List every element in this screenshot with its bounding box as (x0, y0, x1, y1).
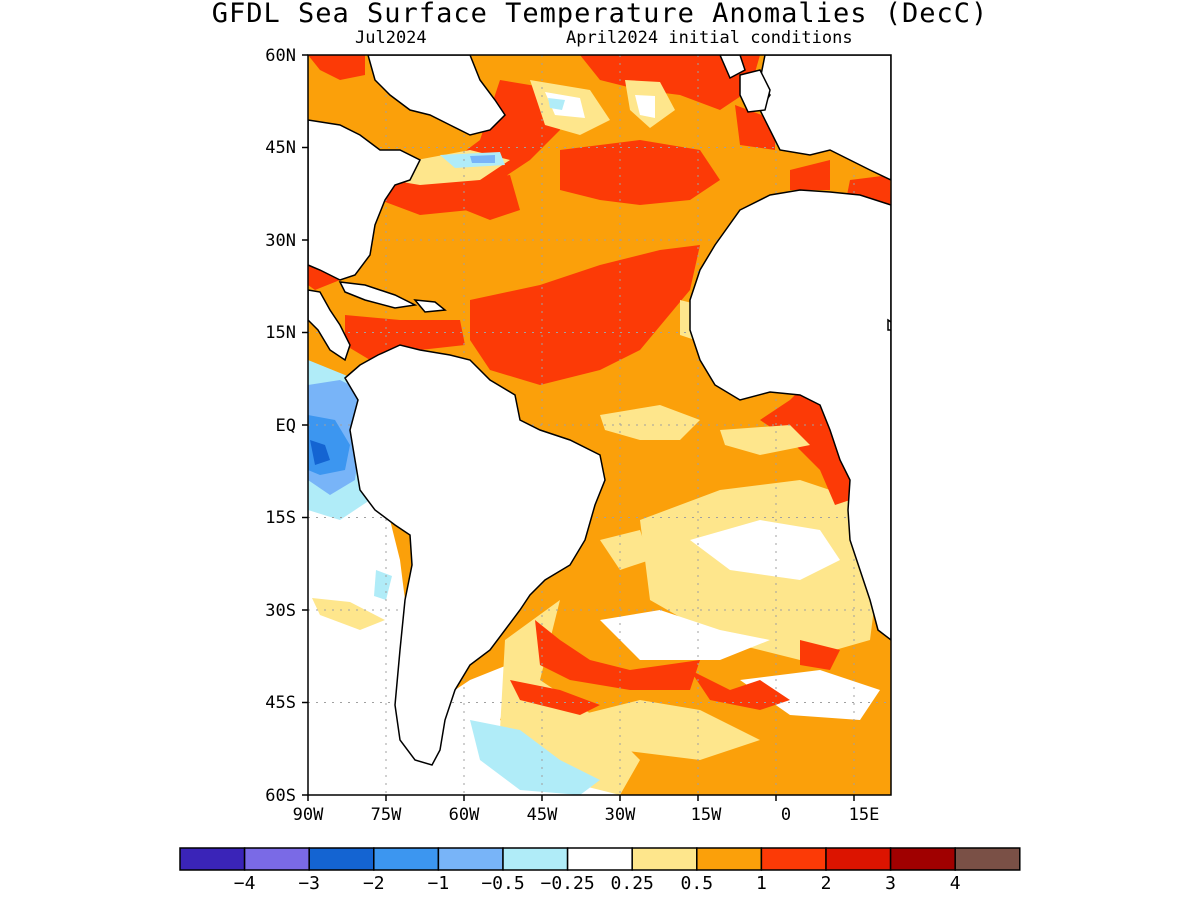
southern-cool-band (470, 720, 600, 795)
latitude-labels: 60N 45N 30N 15N EQ 15S 30S 45S 60S (265, 46, 296, 806)
lat-label: 30N (265, 231, 296, 251)
south-pacific-pale (312, 598, 385, 630)
colorbar-label: −4 (234, 873, 256, 894)
colorbar-label: 3 (885, 873, 896, 894)
hispaniola (413, 299, 447, 313)
lat-label: 60S (265, 786, 296, 806)
south-america (344, 344, 606, 766)
warm-streak-3 (690, 670, 790, 710)
colorbar-label: 0.5 (681, 873, 714, 894)
labrador-warm (308, 55, 365, 80)
north-america (308, 119, 422, 281)
labrador (367, 55, 506, 136)
lon-label: 30W (605, 805, 636, 825)
warm-streak-2 (510, 680, 600, 715)
colorbar-label: 4 (950, 873, 961, 894)
map-title: GFDL Sea Surface Temperature Anomalies (… (211, 0, 989, 29)
lon-label: 45W (527, 805, 558, 825)
lat-label: 30S (265, 601, 296, 621)
africa (689, 189, 891, 641)
colorbar: −4 −3 −2 −1 −0.5 −0.25 0.25 0.5 1 2 3 4 (179, 847, 1021, 894)
colorbar-label: −3 (298, 873, 320, 894)
lon-label: 15E (849, 805, 880, 825)
south-atlantic-neutral-2 (600, 610, 770, 660)
cuba (338, 281, 418, 309)
south-atlantic-neutral-3 (740, 670, 880, 720)
colorbar-label: −2 (363, 873, 385, 894)
lat-label: 45S (265, 693, 296, 713)
med-warm-1 (790, 160, 830, 190)
greenland-warm (580, 55, 760, 110)
lat-label: EQ (276, 416, 296, 436)
warm-streak-4 (800, 640, 840, 670)
colorbar-swatch (373, 847, 440, 871)
colorbar-swatch (954, 847, 1021, 871)
equatorial-pale (600, 405, 700, 440)
greenland-tip (719, 55, 746, 80)
colorbar-swatch (308, 847, 375, 871)
southwest-atlantic-neutral (430, 660, 620, 795)
initial-conditions-label: April2024 initial conditions (566, 28, 853, 48)
lon-label: 60W (449, 805, 480, 825)
colorbar-swatch (825, 847, 892, 871)
colorbar-label: −1 (428, 873, 450, 894)
east-pacific-cool-core (310, 440, 330, 465)
lat-label: 15N (265, 323, 296, 343)
colorbar-label: 0.25 (611, 873, 654, 894)
colorbar-swatch (889, 847, 956, 871)
colorbar-label: 1 (756, 873, 767, 894)
lon-label: 75W (371, 805, 402, 825)
lon-label: 0 (781, 805, 791, 825)
southern-ocean-pale (560, 700, 760, 760)
north-atlantic-neutral-2 (635, 95, 655, 118)
gulf-stream-cool-core (470, 155, 495, 163)
colorbar-swatch (566, 847, 633, 871)
tropical-atlantic-warm (470, 245, 700, 385)
equatorial-pale-2 (720, 425, 810, 455)
lat-label: 45N (265, 138, 296, 158)
southeast-atlantic-neutral (690, 520, 840, 580)
brazil-pale (600, 530, 650, 570)
north-atlantic-warm-2 (560, 140, 720, 205)
colorbar-swatch (502, 847, 569, 871)
colorbar-swatch (437, 847, 504, 871)
british-isles (739, 69, 771, 113)
colorbar-swatch (760, 847, 827, 871)
tick-marks (302, 54, 855, 801)
longitude-labels: 90W 75W 60W 45W 30W 15W 0 15E (293, 805, 880, 825)
north-atlantic-neutral-1 (545, 92, 585, 118)
land (308, 55, 891, 766)
colorbar-swatch (631, 847, 698, 871)
central-america (308, 289, 351, 362)
colorbar-label: −0.5 (481, 873, 524, 894)
south-pacific-cool (374, 570, 392, 600)
lat-label: 60N (265, 46, 296, 66)
forecast-month: Jul2024 (355, 28, 427, 48)
colorbar-label: 2 (821, 873, 832, 894)
colorbar-swatch (696, 847, 763, 871)
lon-label: 15W (691, 805, 722, 825)
colorbar-swatch (179, 847, 246, 871)
caribbean-warm (345, 315, 465, 360)
north-atlantic-cool-1 (548, 98, 565, 110)
colorbar-label: −0.25 (541, 873, 595, 894)
north-atlantic-warm-3 (465, 175, 520, 220)
lat-label: 15S (265, 508, 296, 528)
lon-label: 90W (293, 805, 324, 825)
warm-streak-1 (535, 620, 700, 690)
colorbar-swatch (243, 847, 310, 871)
europe (759, 55, 891, 181)
